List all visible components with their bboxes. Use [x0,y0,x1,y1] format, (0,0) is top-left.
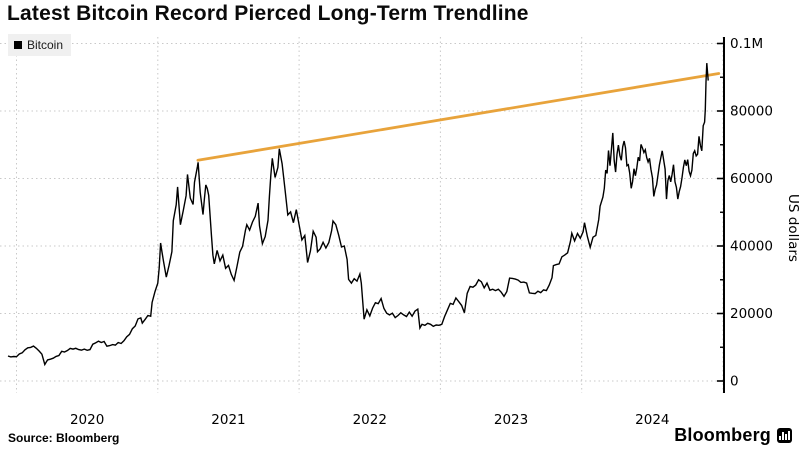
legend: Bitcoin [8,34,72,56]
y-tick-label: 60000 [730,171,773,187]
y-tick-label: 0.1M [730,36,763,52]
x-tick-label: 2020 [70,412,104,428]
source-attribution: Source: Bloomberg [8,431,120,445]
y-axis-title: US dollars [785,194,800,262]
bloomberg-logo-text: Bloomberg [674,425,771,445]
legend-series-swatch-icon [14,41,22,49]
x-tick-label: 2022 [353,412,387,428]
y-tick-label: 40000 [730,239,773,255]
x-tick-label: 2024 [635,412,669,428]
x-tick-label: 2021 [211,412,245,428]
legend-series-label: Bitcoin [27,38,64,52]
trendline-series [196,72,721,162]
bloomberg-terminal-icon [777,428,792,443]
y-tick-label: 0 [730,374,739,390]
bitcoin-price-series [7,63,709,367]
y-tick-label: 20000 [730,306,773,322]
x-tick-label: 2023 [494,412,528,428]
page-title: Latest Bitcoin Record Pierced Long-Term … [7,2,529,25]
bloomberg-logo: Bloomberg [674,425,792,446]
y-tick-label: 80000 [730,104,773,120]
